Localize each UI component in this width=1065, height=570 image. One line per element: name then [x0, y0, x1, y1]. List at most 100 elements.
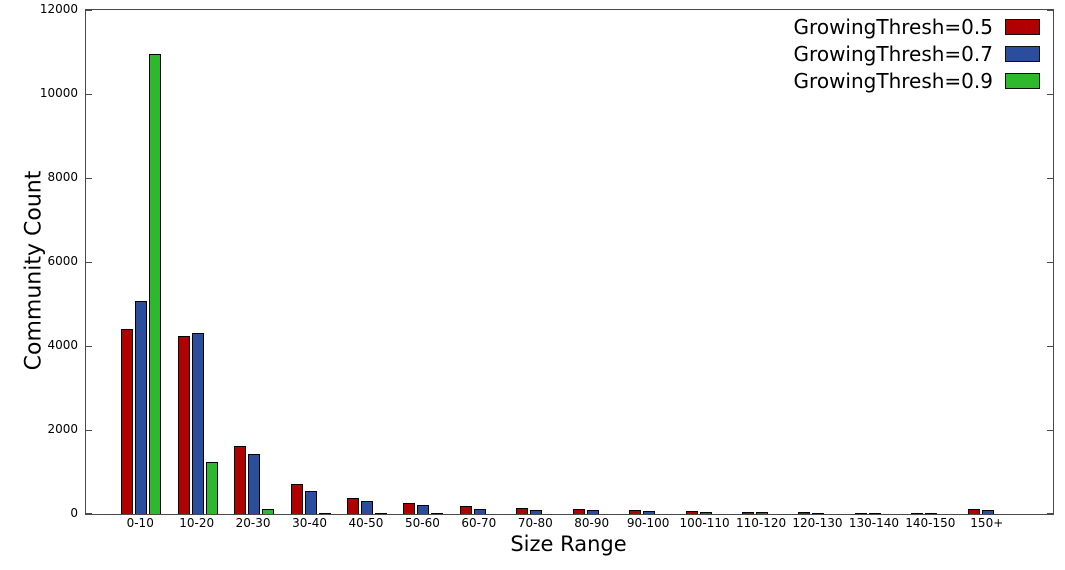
bar-GrowingThresh=0.5-40-50 — [346, 498, 359, 514]
bar-GrowingThresh=0.7-10-20 — [191, 333, 204, 514]
bar-GrowingThresh=0.5-100-110 — [685, 511, 698, 514]
bar-group-120-130 — [790, 10, 846, 514]
x-tick-label: 70-80 — [517, 516, 553, 530]
y-tickmark-right — [1047, 10, 1053, 11]
x-tick-label: 130-140 — [848, 516, 899, 530]
y-tick-label: 0 — [70, 506, 78, 520]
bar-GrowingThresh=0.7-140-150 — [925, 513, 938, 514]
y-tick-label: 4000 — [47, 338, 78, 352]
bar-GrowingThresh=0.9-20-30 — [262, 508, 275, 514]
bar-GrowingThresh=0.9-50-60 — [431, 513, 444, 514]
bar-GrowingThresh=0.9-30-40 — [318, 512, 331, 514]
legend: GrowingThresh=0.5 GrowingThresh=0.7 Growin… — [794, 13, 1040, 94]
bar-group-60-70 — [452, 10, 508, 514]
y-tickmark-left — [86, 94, 92, 95]
x-tick-label: 150+ — [970, 516, 1004, 530]
legend-row: GrowingThresh=0.9 — [794, 67, 1040, 94]
x-tick-label: 80-90 — [574, 516, 610, 530]
bar-GrowingThresh=0.5-130-140 — [854, 512, 867, 514]
x-tick-label: 10-20 — [179, 516, 215, 530]
x-tick-label: 140-150 — [905, 516, 956, 530]
bar-group-10-20 — [169, 10, 225, 514]
bar-GrowingThresh=0.5-90-100 — [629, 509, 642, 514]
x-tick-label: 90-100 — [626, 516, 670, 530]
bar-GrowingThresh=0.5-140-150 — [911, 513, 924, 514]
bar-group-150+ — [960, 10, 1016, 514]
bar-group-80-90 — [565, 10, 621, 514]
x-tick-label: 50-60 — [404, 516, 440, 530]
x-tick-label: 20-30 — [235, 516, 271, 530]
bar-GrowingThresh=0.7-0-10 — [135, 300, 148, 514]
bar-group-20-30 — [226, 10, 282, 514]
bar-GrowingThresh=0.7-80-90 — [586, 510, 599, 514]
y-tickmark-left — [86, 262, 92, 263]
bar-GrowingThresh=0.7-70-80 — [530, 509, 543, 514]
bar-group-100-110 — [677, 10, 733, 514]
y-tickmark-left — [86, 10, 92, 11]
y-tickmark-left — [86, 346, 92, 347]
legend-label: GrowingThresh=0.9 — [793, 68, 993, 93]
bar-group-110-120 — [734, 10, 790, 514]
bar-GrowingThresh=0.5-110-120 — [742, 511, 755, 514]
bar-GrowingThresh=0.5-30-40 — [290, 483, 303, 514]
bar-group-140-150 — [903, 10, 959, 514]
y-tickmark-left — [86, 513, 92, 514]
legend-swatch — [1005, 45, 1040, 62]
x-tick-label: 30-40 — [292, 516, 327, 530]
x-axis-tick-labels: 0-10 10-20 20-30 30-40 40-50 50-60 60-70 70-80 8… — [85, 516, 1052, 530]
bar-GrowingThresh=0.7-120-130 — [812, 512, 825, 514]
y-tickmark-right — [1047, 430, 1053, 431]
bar-GrowingThresh=0.5-80-90 — [572, 508, 585, 514]
bar-GrowingThresh=0.9-0-10 — [149, 54, 162, 514]
bar-GrowingThresh=0.7-100-110 — [699, 511, 712, 514]
x-tick-label: 110-120 — [735, 516, 787, 530]
bar-GrowingThresh=0.5-60-70 — [459, 506, 472, 514]
bar-group-40-50 — [339, 10, 395, 514]
y-tick-label: 12000 — [39, 2, 78, 16]
bar-GrowingThresh=0.9-10-20 — [205, 461, 218, 514]
bar-GrowingThresh=0.5-50-60 — [403, 503, 416, 514]
bar-group-130-140 — [847, 10, 903, 514]
x-tick-label: 40-50 — [348, 516, 384, 530]
legend-swatch — [1005, 18, 1040, 35]
bar-GrowingThresh=0.7-110-120 — [756, 512, 769, 514]
bar-group-70-80 — [508, 10, 564, 514]
x-tick-label: 120-130 — [792, 516, 843, 530]
y-tickmark-right — [1047, 262, 1053, 263]
bar-GrowingThresh=0.7-60-70 — [473, 508, 486, 514]
bar-GrowingThresh=0.7-130-140 — [868, 512, 881, 514]
bar-GrowingThresh=0.5-10-20 — [177, 335, 190, 514]
x-axis-title: Size Range — [510, 532, 627, 556]
y-tickmark-right — [1047, 513, 1053, 514]
bar-GrowingThresh=0.5-0-10 — [121, 329, 134, 514]
bar-GrowingThresh=0.7-20-30 — [248, 453, 261, 514]
bar-GrowingThresh=0.7-50-60 — [417, 504, 430, 514]
bar-GrowingThresh=0.7-150+ — [981, 510, 994, 514]
y-tickmark-left — [86, 178, 92, 179]
legend-label: GrowingThresh=0.5 — [793, 14, 993, 39]
bar-group-50-60 — [395, 10, 451, 514]
plot-area: GrowingThresh=0.5 GrowingThresh=0.7 Growin… — [85, 9, 1054, 515]
y-tickmark-right — [1047, 346, 1053, 347]
y-tick-label: 8000 — [47, 170, 78, 184]
bar-GrowingThresh=0.5-20-30 — [234, 445, 247, 514]
bar-GrowingThresh=0.7-90-100 — [643, 510, 656, 514]
bar-group-90-100 — [621, 10, 677, 514]
y-tick-label: 6000 — [47, 254, 78, 268]
bar-GrowingThresh=0.7-30-40 — [304, 490, 317, 514]
legend-swatch — [1005, 72, 1040, 89]
bar-GrowingThresh=0.5-70-80 — [516, 508, 529, 514]
x-tick-label: 100-110 — [679, 516, 730, 530]
y-tick-label: 10000 — [39, 86, 78, 100]
bar-GrowingThresh=0.5-150+ — [967, 509, 980, 514]
legend-label: GrowingThresh=0.7 — [793, 41, 993, 66]
x-tick-label: 60-70 — [461, 516, 497, 530]
bar-GrowingThresh=0.7-40-50 — [360, 500, 373, 514]
bar-group-30-40 — [282, 10, 338, 514]
bar-group-0-10 — [113, 10, 169, 514]
bars-container — [86, 10, 1053, 514]
y-tick-label: 2000 — [47, 422, 78, 436]
bar-GrowingThresh=0.9-40-50 — [374, 513, 387, 514]
y-tickmark-right — [1047, 178, 1053, 179]
